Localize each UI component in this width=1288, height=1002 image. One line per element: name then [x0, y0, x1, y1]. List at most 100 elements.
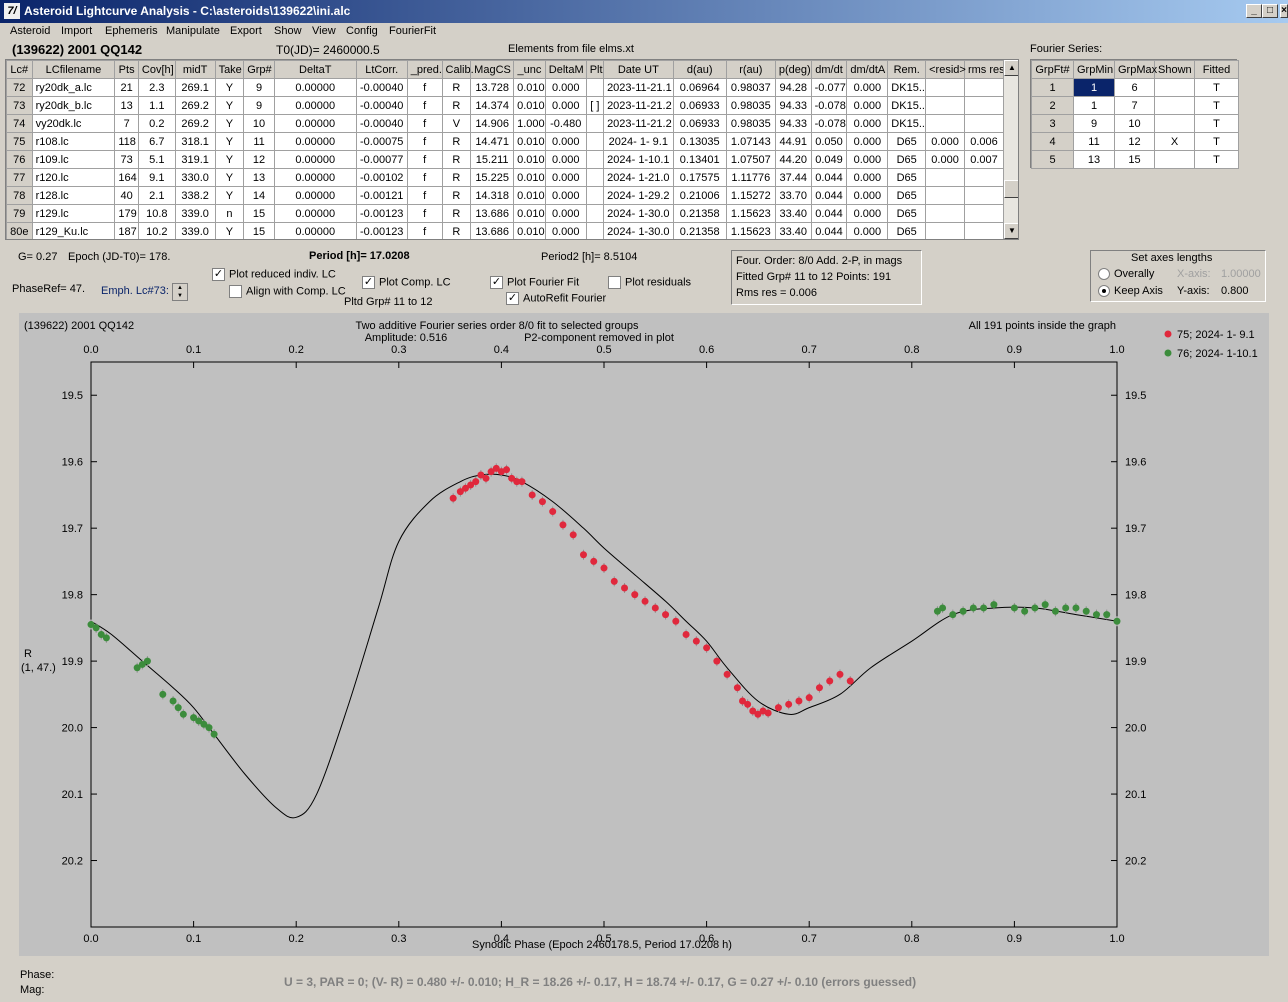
menu-export[interactable]: Export: [230, 25, 262, 37]
table-cell[interactable]: r109.lc: [31, 150, 116, 169]
table-cell[interactable]: DK15..: [887, 114, 927, 133]
table-cell[interactable]: 0.06933: [672, 114, 727, 133]
menu-manipulate[interactable]: Manipulate: [166, 25, 220, 37]
table-cell[interactable]: 0.044: [810, 204, 848, 223]
table-cell[interactable]: 44.91: [774, 132, 812, 151]
table-cell[interactable]: D65: [887, 132, 927, 151]
table-cell[interactable]: [585, 132, 605, 151]
table-cell[interactable]: 1.15272: [725, 186, 776, 205]
table-cell[interactable]: [1154, 96, 1195, 115]
table-cell[interactable]: D65: [887, 150, 927, 169]
table-cell[interactable]: 33.40: [774, 204, 812, 223]
table-cell[interactable]: 0.00000: [273, 222, 357, 239]
table-cell[interactable]: 15: [1114, 150, 1155, 169]
table-cell[interactable]: 37.44: [774, 168, 812, 187]
lc-col-header[interactable]: midT: [174, 60, 216, 79]
table-row[interactable]: 79 r129.lc 179 10.8 339.0 n 15 0.00000 -0.00123 f…: [6, 204, 1005, 223]
period2-value[interactable]: Period2 [h]= 8.5104: [541, 251, 638, 263]
menu-fourierfit[interactable]: FourierFit: [389, 25, 437, 37]
row-header[interactable]: 2: [1031, 96, 1074, 115]
table-cell[interactable]: 318.1: [174, 132, 216, 151]
lc-col-header[interactable]: LCfilename: [31, 60, 116, 79]
lc-col-header[interactable]: Lc#: [6, 60, 33, 79]
table-cell[interactable]: -0.00040: [355, 96, 408, 115]
table-cell[interactable]: R: [441, 150, 472, 169]
table-row[interactable]: 76 r109.lc 73 5.1 319.1 Y 12 0.00000 -0.00077 f R 1…: [6, 150, 1005, 169]
table-cell[interactable]: -0.00077: [355, 150, 408, 169]
table-cell[interactable]: [925, 78, 965, 97]
scroll-down-icon[interactable]: ▼: [1004, 223, 1018, 239]
table-cell[interactable]: Y: [214, 150, 245, 169]
table-cell[interactable]: 14.318: [470, 186, 515, 205]
table-cell[interactable]: 1: [1073, 78, 1115, 97]
lc-col-header[interactable]: MagCS: [470, 60, 515, 79]
table-cell[interactable]: 0.2: [137, 114, 176, 133]
table-cell[interactable]: R: [441, 96, 472, 115]
row-header[interactable]: 3: [1031, 114, 1074, 133]
table-cell[interactable]: 13.728: [470, 78, 515, 97]
table-cell[interactable]: Y: [214, 222, 245, 239]
table-cell[interactable]: 10: [1114, 114, 1155, 133]
table-cell[interactable]: -0.00040: [355, 114, 408, 133]
table-cell[interactable]: 0.00000: [273, 96, 357, 115]
table-cell[interactable]: R: [441, 78, 472, 97]
menu-show[interactable]: Show: [274, 25, 302, 37]
table-cell[interactable]: [585, 78, 605, 97]
autorefit-checkbox[interactable]: ✓ AutoRefit Fourier: [506, 292, 607, 305]
table-cell[interactable]: 5.1: [137, 150, 176, 169]
table-cell[interactable]: f: [406, 204, 443, 223]
table-cell[interactable]: 0.00000: [273, 78, 357, 97]
table-cell[interactable]: 1.11776: [725, 168, 776, 187]
table-cell[interactable]: 0.000: [544, 78, 587, 97]
table-cell[interactable]: -0.00121: [355, 186, 408, 205]
table-cell[interactable]: 0.000: [925, 132, 965, 151]
table-cell[interactable]: 1.07143: [725, 132, 776, 151]
table-cell[interactable]: 44.20: [774, 150, 812, 169]
lc-col-header[interactable]: Grp#: [243, 60, 275, 79]
table-cell[interactable]: 0.00000: [273, 150, 357, 169]
table-row[interactable]: 3 9 10 T: [1031, 114, 1239, 133]
table-cell[interactable]: 2.3: [137, 78, 176, 97]
row-header[interactable]: 72: [6, 78, 33, 97]
table-cell[interactable]: 0.00000: [273, 204, 357, 223]
table-row[interactable]: 77 r120.lc 164 9.1 330.0 Y 13 0.00000 -0.00102 f R…: [6, 168, 1005, 187]
emph-lc-label[interactable]: Emph. Lc#73:: [101, 285, 169, 297]
table-cell[interactable]: [ ]: [585, 96, 605, 115]
table-cell[interactable]: 33.70: [774, 186, 812, 205]
table-cell[interactable]: 2024- 1-10.1: [603, 150, 674, 169]
table-cell[interactable]: [925, 204, 965, 223]
table-cell[interactable]: 12: [1114, 132, 1155, 151]
table-cell[interactable]: 269.1: [174, 78, 216, 97]
table-cell[interactable]: 0.06964: [672, 78, 727, 97]
table-cell[interactable]: 0.000: [846, 96, 889, 115]
lc-col-header[interactable]: _pred.: [406, 60, 443, 79]
table-cell[interactable]: 0.00000: [273, 114, 357, 133]
table-cell[interactable]: V: [441, 114, 472, 133]
table-cell[interactable]: 13.686: [470, 222, 515, 239]
lc-col-header[interactable]: LtCorr.: [355, 60, 408, 79]
table-cell[interactable]: 10.2: [137, 222, 176, 239]
table-cell[interactable]: -0.077: [810, 78, 848, 97]
lightcurve-table[interactable]: Lc# LCfilename Pts Cov[h] midT Take Grp# DeltaT…: [6, 60, 1005, 239]
table-row[interactable]: 78 r128.lc 40 2.1 338.2 Y 14 0.00000 -0.00121 f R 1…: [6, 186, 1005, 205]
row-header[interactable]: 74: [6, 114, 33, 133]
table-row[interactable]: 4 11 12 X T: [1031, 132, 1239, 151]
table-cell[interactable]: 13: [1073, 150, 1115, 169]
table-cell[interactable]: [963, 114, 1005, 133]
table-cell[interactable]: -0.480: [544, 114, 587, 133]
table-scrollbar[interactable]: ▲ ▼: [1003, 60, 1018, 239]
table-cell[interactable]: [925, 114, 965, 133]
table-cell[interactable]: 2.1: [137, 186, 176, 205]
lc-col-header[interactable]: p(deg): [774, 60, 812, 79]
table-row[interactable]: 80e r129_Ku.lc 187 10.2 339.0 Y 15 0.00000 -0.00…: [6, 222, 1005, 239]
table-cell[interactable]: 0.010: [513, 78, 546, 97]
table-cell[interactable]: [1154, 150, 1195, 169]
table-cell[interactable]: 10: [243, 114, 275, 133]
table-cell[interactable]: 339.0: [174, 222, 216, 239]
lc-col-header[interactable]: d(au): [672, 60, 727, 79]
table-cell[interactable]: 0.00000: [273, 186, 357, 205]
menu-config[interactable]: Config: [346, 25, 378, 37]
table-cell[interactable]: [963, 96, 1005, 115]
table-cell[interactable]: 15.225: [470, 168, 515, 187]
